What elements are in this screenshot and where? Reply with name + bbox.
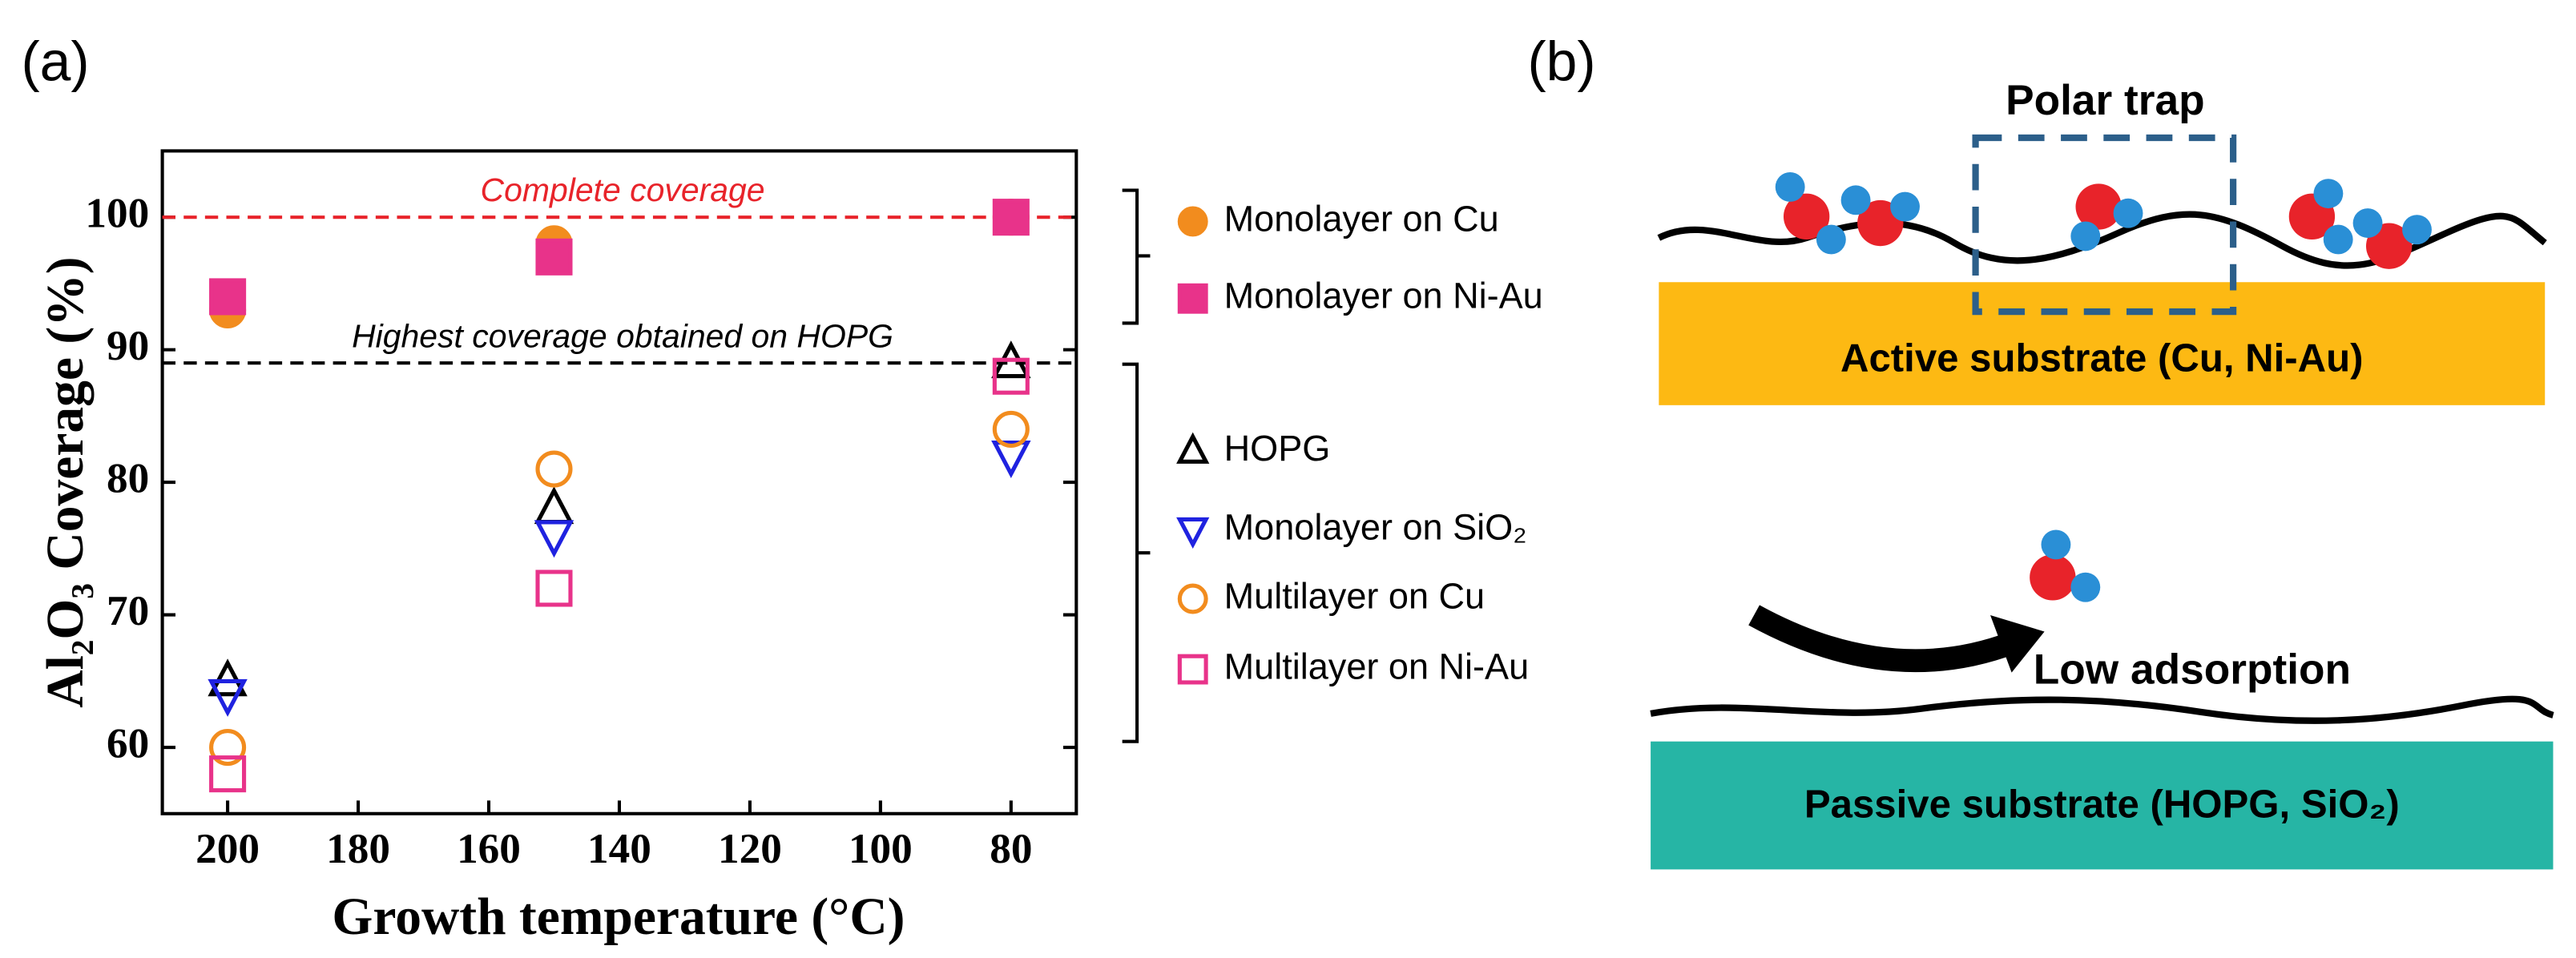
molecules — [1775, 172, 2432, 602]
marker — [534, 520, 574, 558]
marker — [992, 410, 1030, 448]
panel-label: (b) — [1528, 30, 1596, 92]
x-axis-label: Growth temperature (°C) — [332, 888, 905, 946]
marker — [209, 755, 247, 793]
legend-marker — [1177, 283, 1208, 314]
x-tick-label: 180 — [326, 825, 390, 872]
legend-marker — [1177, 206, 1208, 237]
arrow-head — [1990, 614, 2045, 673]
legend-label: Monolayer on Cu — [1224, 198, 1499, 239]
y-tick-label: 60 — [107, 719, 149, 767]
marker — [209, 278, 247, 316]
legend-marker — [1176, 432, 1210, 464]
marker — [209, 729, 247, 767]
substrate-label: Passive substrate (HOPG, SiO₂) — [1804, 783, 2400, 827]
legend-label: Multilayer on Cu — [1224, 575, 1485, 616]
arrow — [1748, 605, 2016, 673]
passive-substrate — [1651, 741, 2554, 870]
legend-brackets — [1122, 188, 1151, 743]
x-tick-label: 200 — [196, 825, 260, 872]
plot-frame — [160, 149, 1078, 815]
diagram: Polar trap Active substrate (Cu, Ni-Au) … — [1650, 77, 2554, 870]
reference-label: Complete coverage — [481, 171, 765, 208]
legend-label: Monolayer on SiO₂ — [1224, 506, 1527, 547]
marker — [535, 450, 573, 488]
legend-label: Multilayer on Ni-Au — [1224, 646, 1530, 686]
reference-label: Highest coverage obtained on HOPG — [352, 317, 893, 354]
y-tick-label: 100 — [85, 189, 149, 236]
legend-label: HOPG — [1224, 428, 1331, 469]
x-tick-label: 120 — [718, 825, 782, 872]
legend-marker — [1177, 654, 1208, 685]
x-tick-label: 80 — [990, 825, 1032, 872]
marker — [535, 570, 573, 607]
marker — [991, 441, 1031, 479]
legend-label: Monolayer on Ni-Au — [1224, 276, 1543, 316]
y-tick-label: 70 — [107, 587, 149, 634]
marker — [992, 199, 1030, 236]
legend-marker — [1176, 517, 1210, 549]
marker — [208, 658, 248, 697]
y-tick-label: 90 — [107, 322, 149, 369]
panel-label: (a) — [21, 30, 89, 92]
active-substrate — [1659, 282, 2546, 405]
adsorption-label: Low adsorption — [2034, 646, 2351, 694]
marker — [208, 678, 248, 717]
x-tick-label: 140 — [587, 825, 651, 872]
surface — [1650, 695, 2554, 724]
marker — [992, 357, 1030, 395]
trap-label: Polar trap — [2006, 77, 2205, 124]
x-tick-label: 160 — [457, 825, 521, 872]
substrate-label: Active substrate (Cu, Ni-Au) — [1840, 337, 2364, 380]
y-tick-label: 80 — [107, 454, 149, 501]
x-tick-label: 100 — [849, 825, 913, 872]
y-axis-label: Al₂O₃ Coverage (%) — [37, 256, 95, 707]
trap-box — [1972, 134, 2237, 316]
marker — [534, 486, 574, 525]
marker — [535, 238, 573, 276]
legend-marker — [1177, 583, 1208, 614]
